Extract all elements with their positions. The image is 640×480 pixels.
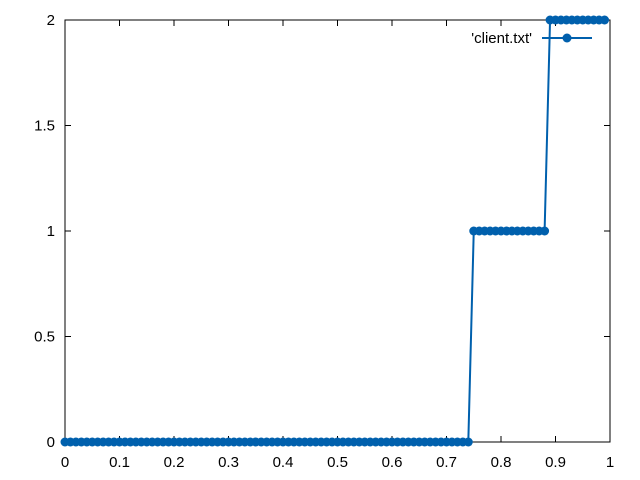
x-tick-label: 0.9 [545,454,566,471]
y-tick-label: 1.5 [34,118,55,135]
x-tick-label: 0.4 [273,454,294,471]
series-layer [60,15,610,447]
x-tick-label: 0.7 [436,454,457,471]
y-tick-label: 1 [47,223,55,240]
legend-label-client-txt: 'client.txt' [471,30,532,47]
x-tick-label: 0.3 [218,454,239,471]
x-tick-label: 1 [606,454,614,471]
legend-marker-sample [562,33,572,43]
data-point [463,437,473,447]
x-tick-label: 0.2 [164,454,185,471]
x-tick-label: 0 [61,454,69,471]
y-tick-label: 0.5 [34,329,55,346]
data-point [540,226,550,236]
y-tick-label: 2 [47,12,55,29]
x-tick-label: 0.1 [109,454,130,471]
x-tick-label: 0.5 [327,454,348,471]
x-tick-label: 0.6 [382,454,403,471]
legend: 'client.txt' [471,30,592,47]
x-tick-label: 0.8 [491,454,512,471]
data-point [600,15,610,25]
axes: 0 0.1 0.2 0.3 0.4 0.5 0.6 0.7 0.8 0.9 1 0 0.5 1 1.5 2 [34,12,614,471]
y-tick-label: 0 [47,434,55,451]
